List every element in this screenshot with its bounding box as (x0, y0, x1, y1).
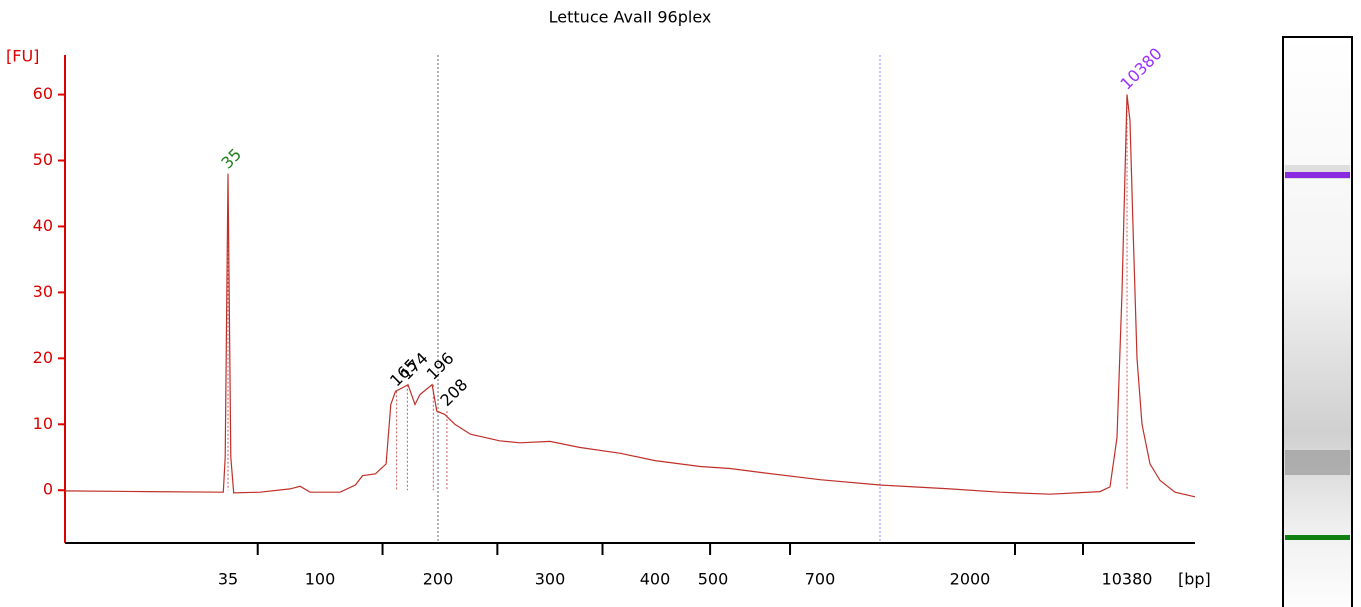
x-tick-label: 400 (640, 570, 671, 589)
x-axis-label: [bp] (1178, 570, 1211, 589)
peak-label: 35 (217, 145, 245, 173)
x-tick-label: 2000 (950, 570, 991, 589)
gel-lane (1282, 36, 1353, 607)
x-tick-label: 700 (805, 570, 836, 589)
y-tick-label: 10 (33, 414, 53, 433)
y-tick-label: 0 (43, 480, 53, 499)
y-tick-label: 60 (33, 84, 53, 103)
y-tick-label: 50 (33, 150, 53, 169)
peak-label: 196 (423, 349, 458, 384)
x-tick-label: 500 (698, 570, 729, 589)
x-tick-label: 200 (423, 570, 454, 589)
x-tick-label: 300 (535, 570, 566, 589)
trace (64, 94, 1196, 498)
y-axis-label: [FU] (6, 47, 39, 66)
y-tick-label: 20 (33, 348, 53, 367)
peak-label: 208 (436, 375, 471, 410)
x-tick-label: 35 (218, 570, 238, 589)
peak-label: 10380 (1116, 44, 1165, 93)
x-tick-label: 100 (305, 570, 336, 589)
x-tick-label: 10380 (1102, 570, 1153, 589)
y-tick-label: 40 (33, 216, 53, 235)
chart-title: Lettuce AvaII 96plex (549, 8, 712, 27)
y-tick-label: 30 (33, 282, 53, 301)
